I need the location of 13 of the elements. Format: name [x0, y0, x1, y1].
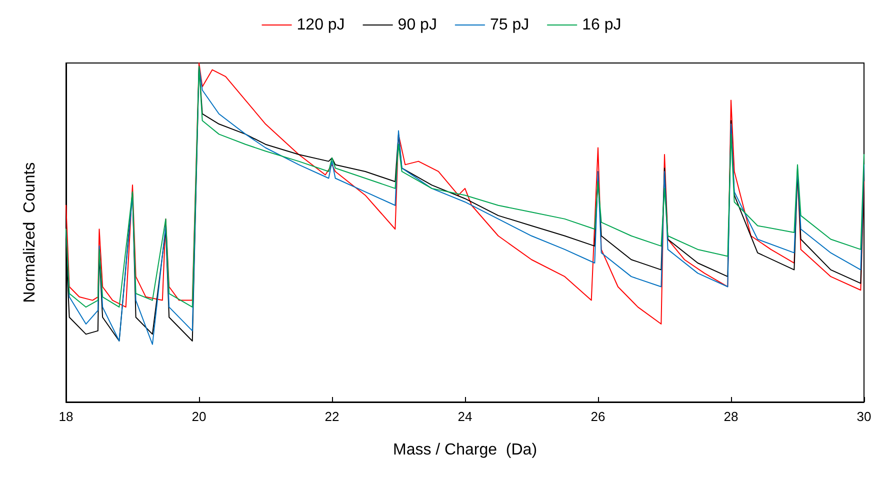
x-tick-label: 26	[590, 409, 606, 424]
x-tick-label: 20	[192, 409, 206, 424]
legend-label: 75 pJ	[490, 16, 530, 34]
legend-label: 16 pJ	[582, 16, 622, 34]
x-tick-label: 28	[724, 409, 738, 424]
x-tick-label: 24	[458, 409, 472, 424]
x-tick-label: 22	[324, 409, 340, 424]
x-tick-label: 30	[856, 409, 872, 424]
x-tick-label: 18	[58, 409, 74, 424]
legend-label: 120 pJ	[296, 16, 345, 34]
y-axis-title: Normalized Counts	[22, 162, 38, 303]
x-axis-title: Mass / Charge (Da)	[392, 442, 538, 458]
legend-label: 90 pJ	[398, 16, 437, 34]
